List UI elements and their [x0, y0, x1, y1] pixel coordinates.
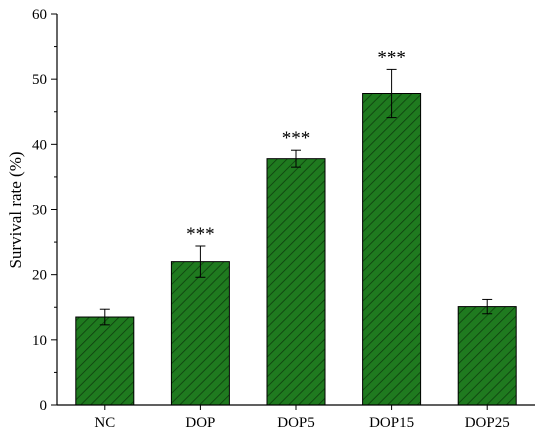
error-bar-dop5	[291, 149, 301, 168]
y-tick-label-20: 20	[32, 268, 47, 284]
y-axis-title: Survival rate (%)	[6, 151, 25, 268]
y-tick-label-10: 10	[32, 333, 47, 349]
significance-label-dop15: ***	[377, 47, 406, 68]
x-tick-label-nc: NC	[94, 415, 115, 431]
error-bar-nc	[99, 308, 110, 326]
y-tick-label-60: 60	[32, 7, 47, 23]
error-bar-dop	[195, 245, 206, 278]
x-tick-label-dop25: DOP25	[465, 415, 510, 431]
y-tick-label-50: 50	[32, 72, 47, 88]
annotations-layer: *** *** ***	[186, 47, 406, 245]
y-tick-label-0: 0	[40, 398, 48, 414]
x-tick-label-dop15: DOP15	[369, 415, 414, 431]
bar-dop5	[266, 158, 326, 406]
x-tick-label-dop: DOP	[185, 415, 215, 431]
significance-label-dop: ***	[186, 224, 215, 245]
bar-nc	[75, 316, 135, 406]
error-bar-dop15	[386, 68, 397, 119]
y-tick-label-30: 30	[32, 203, 47, 219]
error-bar-dop25	[482, 298, 493, 315]
significance-label-dop5: ***	[282, 128, 311, 149]
x-tick-label-dop5: DOP5	[277, 415, 315, 431]
bar-dop25	[457, 306, 517, 406]
axes-layer: NC DOP DOP5 DOP15 DOP25 0 10 20 30 40 50 60	[32, 7, 535, 431]
bar-dop	[170, 261, 230, 406]
bar-dop15	[362, 93, 422, 406]
y-tick-label-40: 40	[32, 137, 47, 153]
error-bars-layer	[99, 68, 493, 326]
